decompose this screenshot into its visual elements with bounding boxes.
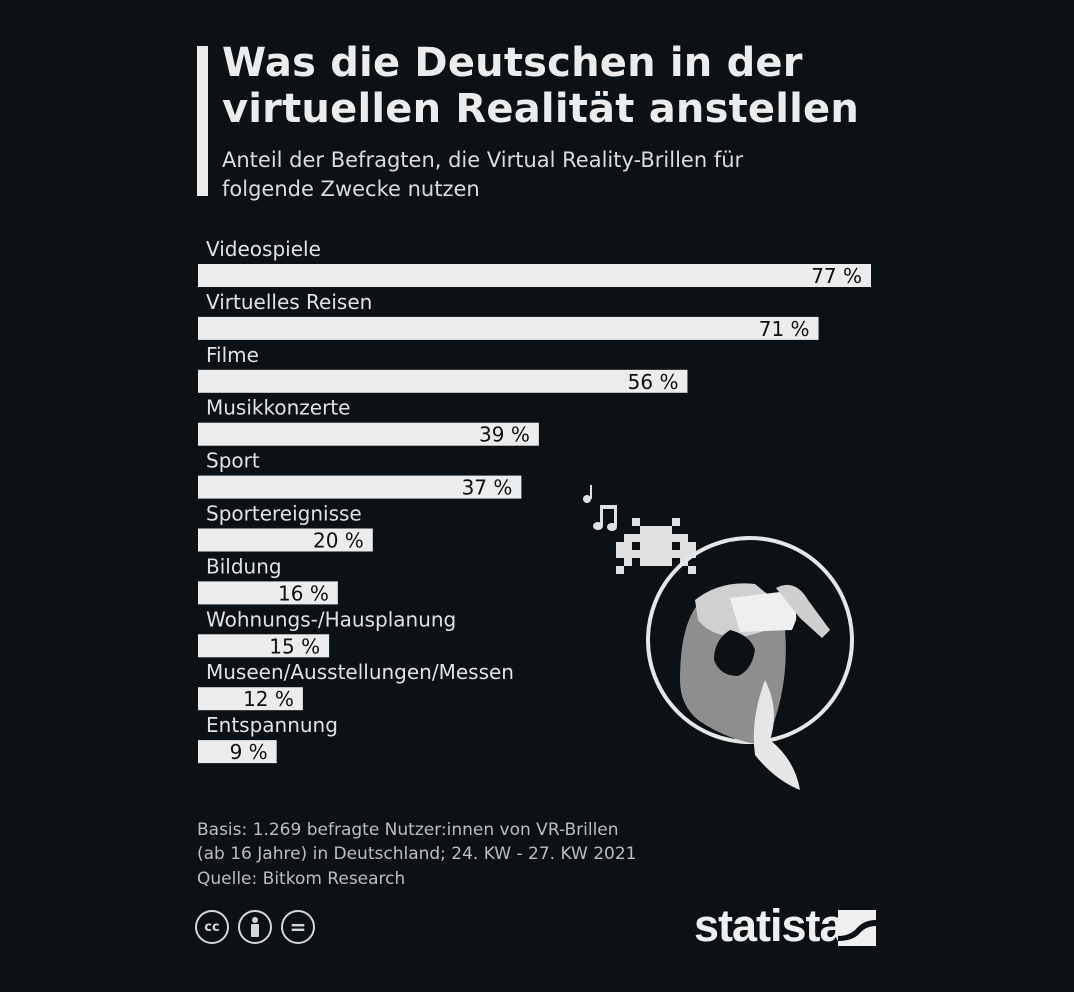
page-title: Was die Deutschen in der virtuellen Real… xyxy=(222,40,860,132)
bar-value-label: 37 % xyxy=(462,476,513,500)
title-accent-bar xyxy=(197,46,208,196)
vr-person-icon xyxy=(646,536,854,790)
category-label: Filme xyxy=(206,343,259,367)
bar[interactable] xyxy=(198,264,871,287)
bar[interactable] xyxy=(198,528,373,552)
statista-logo-mark-icon xyxy=(838,910,876,946)
category-label: Videospiele xyxy=(206,237,321,261)
category-label: Museen/Ausstellungen/Messen xyxy=(206,660,514,684)
bar-value-label: 56 % xyxy=(628,370,679,394)
bar[interactable] xyxy=(198,687,303,711)
bar-chart: Videospiele 77 % Virtuelles Reisen 71 % Film… xyxy=(198,237,871,764)
bar[interactable] xyxy=(198,581,338,605)
category-label: Musikkonzerte xyxy=(206,396,350,420)
bar-value-label: 77 % xyxy=(811,264,862,288)
bar-value-label: 20 % xyxy=(313,529,364,553)
vr-headset-illustration xyxy=(583,485,854,790)
category-label: Virtuelles Reisen xyxy=(206,290,372,314)
footnote-basis-line2: (ab 16 Jahre) in Deutschland; 24. KW - 2… xyxy=(197,844,637,864)
category-label: Sport xyxy=(206,449,260,473)
bar-value-label: 71 % xyxy=(759,317,810,341)
creative-commons-icon[interactable]: cc xyxy=(195,910,229,944)
footnote-basis-line1: Basis: 1.269 befragte Nutzer:innen von V… xyxy=(197,820,619,840)
category-label: Sportereignisse xyxy=(206,502,362,526)
category-label: Entspannung xyxy=(206,713,338,737)
bar[interactable] xyxy=(198,422,539,446)
bar-value-label: 15 % xyxy=(269,634,320,658)
bar[interactable] xyxy=(198,634,330,658)
bar[interactable] xyxy=(198,369,688,393)
statista-logo[interactable]: statista xyxy=(694,900,845,951)
space-invader-icon xyxy=(616,518,696,574)
footnote-source: Quelle: Bitkom Research xyxy=(197,869,406,889)
bar-value-label: 16 % xyxy=(278,581,329,605)
bar[interactable] xyxy=(198,475,522,499)
no-derivatives-icon[interactable]: = xyxy=(281,910,315,944)
chart-subtitle: Anteil der Befragten, die Virtual Realit… xyxy=(222,148,744,201)
license-icons: cc = xyxy=(195,910,315,944)
category-label: Bildung xyxy=(206,554,282,578)
bar[interactable] xyxy=(198,316,819,340)
bar[interactable] xyxy=(198,740,277,764)
attribution-person-icon[interactable] xyxy=(238,910,272,944)
bar-value-label: 12 % xyxy=(243,687,294,711)
bar-value-label: 39 % xyxy=(479,423,530,447)
bar-value-label: 9 % xyxy=(230,740,268,764)
music-note-icon xyxy=(583,485,617,531)
category-label: Wohnungs-/Hausplanung xyxy=(206,607,456,631)
